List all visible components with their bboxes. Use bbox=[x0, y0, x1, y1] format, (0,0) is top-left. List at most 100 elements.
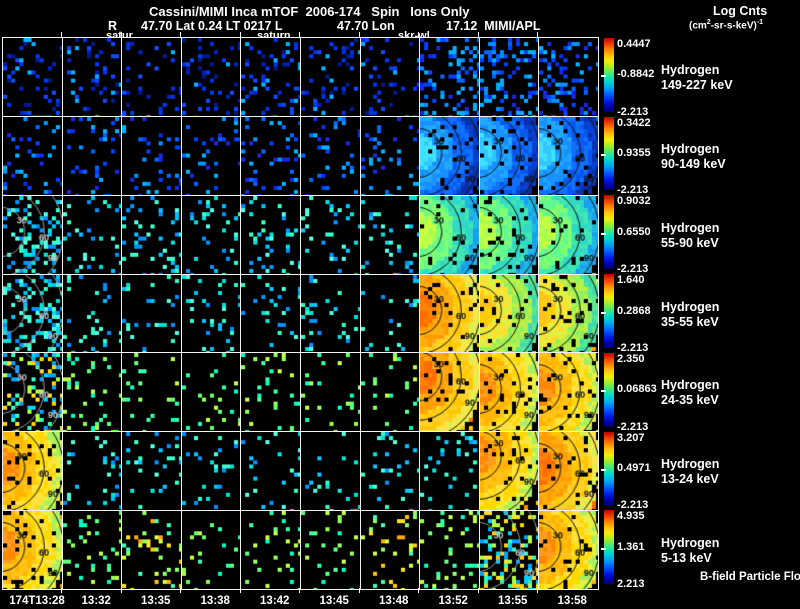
species-label: Hydrogen bbox=[661, 220, 720, 235]
heatmap-panel-r7c6 bbox=[300, 511, 360, 589]
colorbar-min-value: -2.213 bbox=[617, 341, 649, 354]
heatmap-panel-r5c3 bbox=[122, 353, 181, 432]
heatmap-panel-r4c6 bbox=[300, 274, 360, 353]
heatmap-canvas bbox=[479, 432, 539, 511]
species-label: Hydrogen bbox=[661, 378, 720, 393]
species-label: Hydrogen bbox=[661, 63, 720, 78]
heatmap-panel-r3c9 bbox=[479, 195, 539, 274]
heatmap-panel-r3c6 bbox=[300, 195, 360, 274]
heatmap-canvas bbox=[300, 432, 360, 511]
colorbar-mid-tick bbox=[601, 468, 606, 471]
grid-bottom-tick bbox=[537, 588, 538, 593]
heatmap-panel-r1c6 bbox=[300, 38, 360, 116]
grid-bottom-tick bbox=[180, 588, 181, 593]
heatmap-canvas bbox=[360, 116, 420, 195]
heatmap-canvas bbox=[241, 195, 300, 274]
heatmap-panel-r5c9 bbox=[479, 353, 539, 432]
heatmap-canvas bbox=[360, 195, 420, 274]
heatmap-canvas bbox=[300, 274, 360, 353]
heatmap-canvas bbox=[420, 116, 479, 195]
heatmap-canvas bbox=[241, 274, 300, 353]
colorbar-mid-tick bbox=[601, 75, 606, 78]
heatmap-canvas bbox=[539, 116, 598, 195]
heatmap-panel-r3c3 bbox=[122, 195, 181, 274]
heatmap-panel-r4c1 bbox=[3, 274, 62, 353]
heatmap-canvas bbox=[420, 195, 479, 274]
heatmap-panel-r2c6 bbox=[300, 116, 360, 195]
colorbar-mid-tick bbox=[601, 232, 606, 235]
species-label: Hydrogen bbox=[661, 142, 720, 157]
grid-top-tick bbox=[358, 32, 360, 37]
heatmap-panel-r3c4 bbox=[181, 195, 241, 274]
heatmap-panel-r6c3 bbox=[122, 432, 181, 511]
heatmap-canvas bbox=[479, 195, 539, 274]
heatmap-panel-r1c10 bbox=[539, 38, 598, 116]
heatmap-panel-r3c8 bbox=[420, 195, 479, 274]
heatmap-panel-r6c2 bbox=[62, 432, 122, 511]
heatmap-panel-r7c8 bbox=[420, 511, 479, 589]
grid-bottom-tick bbox=[358, 588, 360, 593]
colorbar-max-value: 3.207 bbox=[617, 431, 645, 444]
heatmap-canvas bbox=[420, 353, 479, 432]
units-sup: 2 bbox=[706, 19, 711, 26]
species-label: Hydrogen bbox=[661, 456, 720, 471]
colorbar-min-value: -2.213 bbox=[617, 263, 649, 276]
colorbar-mid-tick bbox=[601, 154, 606, 157]
heatmap-panel-r5c1 bbox=[3, 353, 62, 432]
species-label: Hydrogen bbox=[661, 535, 720, 550]
ephemeris-r-label: R bbox=[108, 19, 118, 33]
colorbar-mid-value: 0.4971 bbox=[617, 461, 651, 474]
heatmap-panel-r3c10 bbox=[539, 195, 598, 274]
heatmap-panel-r5c4 bbox=[181, 353, 241, 432]
heatmap-panel-r5c2 bbox=[62, 353, 122, 432]
heatmap-canvas bbox=[62, 195, 122, 274]
grid-bottom-tick bbox=[61, 588, 62, 593]
heatmap-panel-r2c8 bbox=[420, 116, 479, 195]
heatmap-canvas bbox=[360, 274, 420, 353]
heatmap-canvas bbox=[300, 116, 360, 195]
grid-top-tick bbox=[180, 32, 181, 37]
units-part: -sr-s-keV) bbox=[710, 20, 757, 32]
heatmap-panel-r7c5 bbox=[241, 511, 300, 589]
ephemeris-lat-lt-l: 47.70 Lat 0.24 LT 0217 L bbox=[141, 19, 283, 33]
grid-top-tick bbox=[239, 32, 241, 37]
time-tick-label: 13:48 bbox=[379, 595, 409, 607]
colorbar-min-value: 2.213 bbox=[617, 578, 645, 590]
colorbar-max-value: 0.4447 bbox=[617, 38, 651, 50]
grid-top-tick bbox=[418, 32, 419, 37]
time-tick-label: 13:35 bbox=[141, 595, 171, 607]
heatmap-panel-r6c1 bbox=[3, 432, 62, 511]
energy-range-label: 13-24 keV bbox=[661, 471, 719, 486]
heatmap-canvas bbox=[539, 274, 598, 353]
heatmap-panel-r4c10 bbox=[539, 274, 598, 353]
heatmap-panel-r7c1 bbox=[3, 511, 62, 589]
heatmap-panel-r7c2 bbox=[62, 511, 122, 589]
heatmap-canvas bbox=[3, 511, 62, 589]
species-label: Hydrogen bbox=[661, 299, 720, 314]
heatmap-canvas bbox=[122, 274, 181, 353]
legend-units: (cm2-sr-s-keV)-1 bbox=[689, 19, 763, 31]
heatmap-panel-r2c7 bbox=[360, 116, 420, 195]
heatmap-canvas bbox=[3, 432, 62, 511]
grid-top-tick bbox=[61, 32, 62, 37]
grid-bottom-tick bbox=[477, 588, 479, 593]
heatmap-panel-r2c3 bbox=[122, 116, 181, 195]
heatmap-panel-r5c6 bbox=[300, 353, 360, 432]
heatmap-canvas bbox=[62, 38, 122, 116]
heatmap-canvas bbox=[62, 274, 122, 353]
heatmap-panel-r1c1 bbox=[3, 38, 62, 116]
colorbar-row7 bbox=[604, 510, 614, 584]
heatmap-panel-r6c4 bbox=[181, 432, 241, 511]
grid-bottom-tick bbox=[299, 588, 300, 593]
colorbar-row3 bbox=[604, 195, 614, 270]
colorbar-mid-value: 0.9355 bbox=[617, 147, 651, 160]
heatmap-canvas bbox=[479, 274, 539, 353]
heatmap-canvas bbox=[181, 195, 241, 274]
energy-range-label: 35-55 keV bbox=[661, 314, 719, 329]
time-tick-label: 174T13:28 bbox=[9, 595, 65, 607]
heatmap-canvas bbox=[360, 353, 420, 432]
grid-top-tick bbox=[299, 32, 300, 37]
heatmap-canvas bbox=[122, 116, 181, 195]
colorbar-row1 bbox=[604, 38, 614, 112]
